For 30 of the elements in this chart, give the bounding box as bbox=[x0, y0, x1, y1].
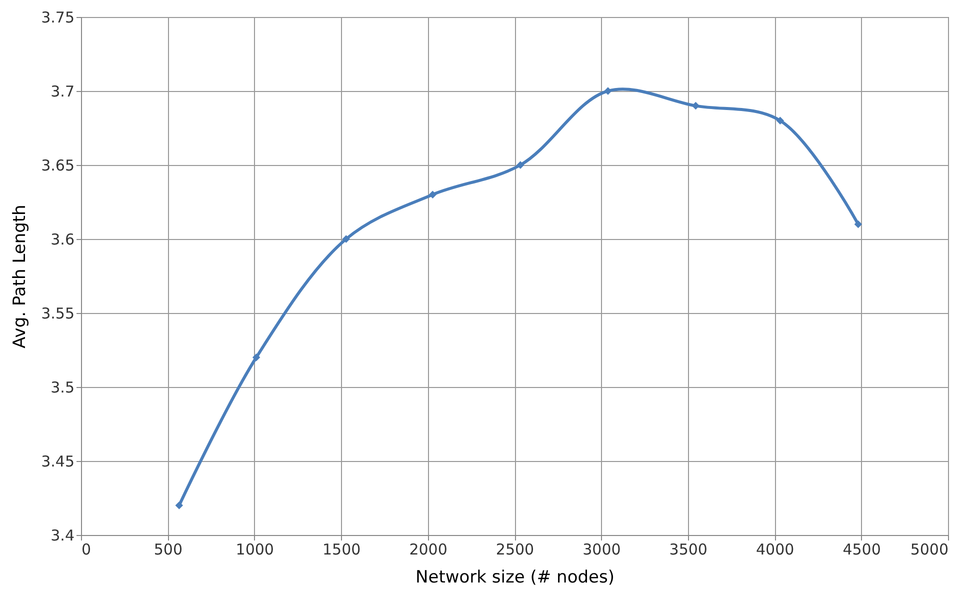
y-tick-label: 3.5 bbox=[50, 378, 74, 396]
point bbox=[854, 220, 862, 228]
point bbox=[692, 102, 700, 110]
point bbox=[604, 87, 612, 95]
point bbox=[342, 235, 350, 243]
point bbox=[252, 354, 260, 362]
y-tick-label: 3.4 bbox=[50, 526, 74, 544]
x-tick-label: 0 bbox=[82, 540, 92, 558]
point bbox=[175, 502, 184, 510]
point bbox=[516, 161, 524, 169]
x-axis-title: Network size (# nodes) bbox=[416, 568, 614, 588]
y-tick-label: 3.55 bbox=[41, 304, 74, 322]
x-tick-label: 3500 bbox=[669, 540, 708, 558]
y-axis-title: Avg. Path Length bbox=[10, 204, 30, 348]
y-tick-label: 3.7 bbox=[50, 82, 74, 100]
y-tick-label: 3.65 bbox=[41, 156, 74, 174]
y-tick-label: 3.75 bbox=[41, 8, 74, 26]
x-tick-label: 3000 bbox=[582, 540, 621, 558]
point bbox=[776, 116, 784, 124]
x-tick-label: 4000 bbox=[756, 540, 794, 558]
y-tick-label: 3.45 bbox=[41, 452, 74, 470]
y-tick-label: 3.6 bbox=[50, 230, 74, 248]
x-tick-label: 1000 bbox=[236, 540, 274, 558]
x-tick-label: 2500 bbox=[496, 540, 534, 558]
x-tick-label: 4500 bbox=[842, 540, 881, 558]
x-tick-label: 2000 bbox=[409, 540, 448, 558]
x-tick-label: 5000 bbox=[910, 540, 948, 558]
x-tick-label: 1500 bbox=[322, 540, 361, 558]
x-tick-label: 500 bbox=[154, 540, 183, 558]
point bbox=[428, 190, 437, 198]
